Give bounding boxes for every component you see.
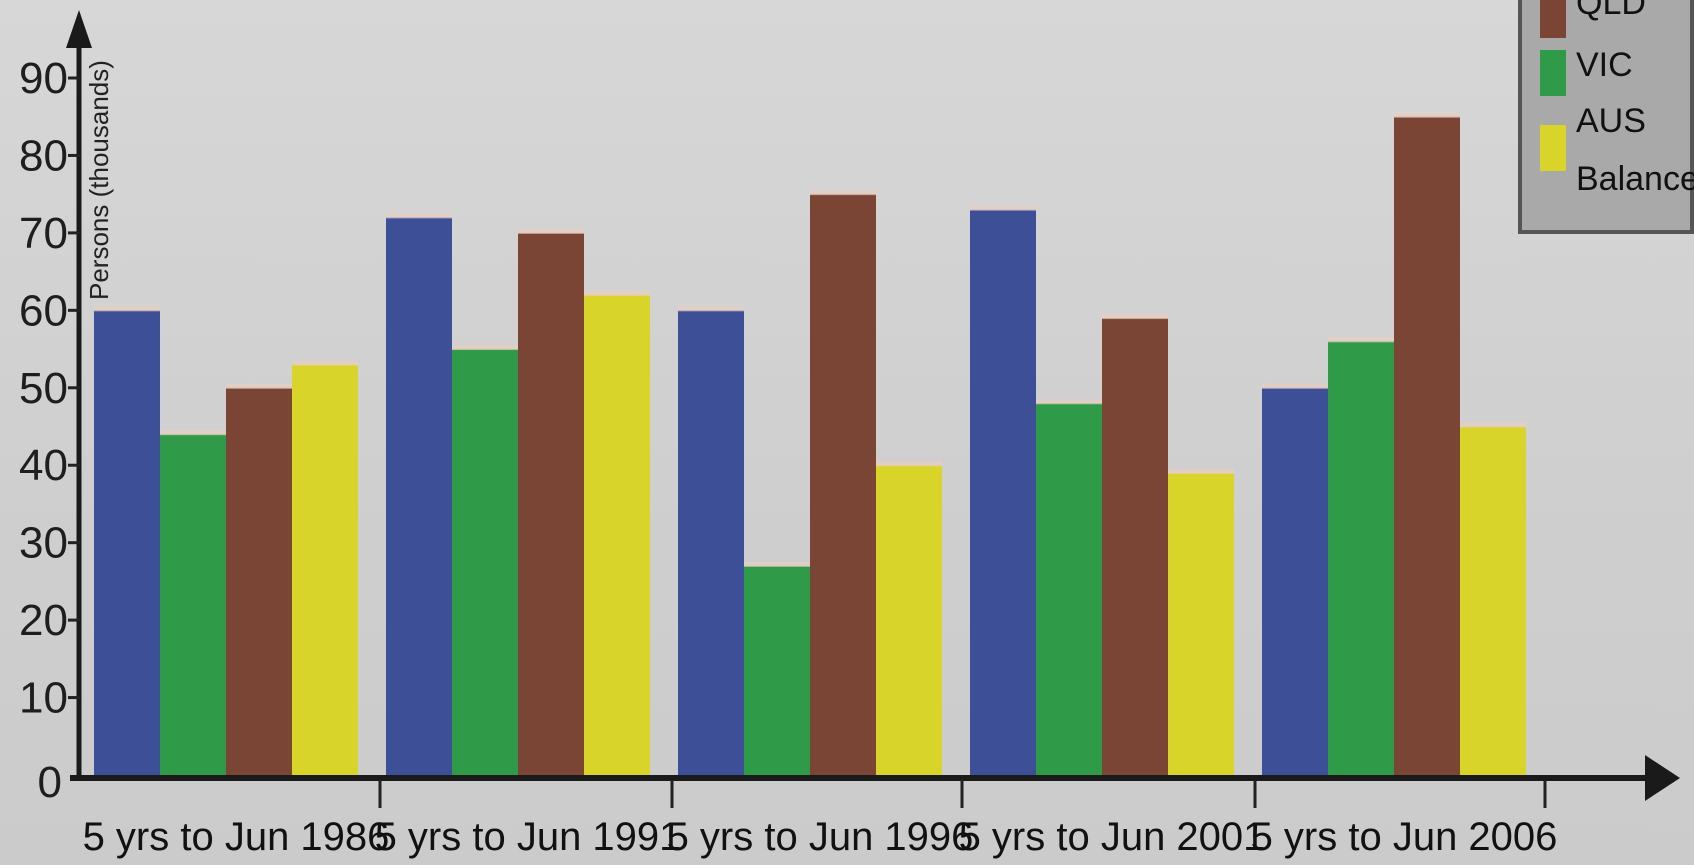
y-axis-label: Persons (thousands) (84, 60, 114, 300)
bar-nsw-5 (1262, 387, 1328, 775)
y-tick-label: 80 (19, 131, 68, 180)
legend: QLD VIC AUS Balance (1518, 0, 1694, 234)
x-tick-label: 5 yrs to Jun 1991 (375, 815, 682, 859)
bar-top-highlight (1102, 314, 1168, 320)
x-tick-label: 5 yrs to Jun 2001 (959, 815, 1266, 859)
bar-top-highlight (1036, 399, 1102, 405)
bar-qld-3 (810, 194, 876, 775)
y-tick-label: 90 (19, 54, 68, 103)
bar-aus-balance-2 (584, 294, 650, 775)
bar-top-highlight (386, 213, 452, 219)
y-tick-label: 0 (38, 758, 62, 807)
bar-qld-4 (1102, 318, 1168, 775)
y-tick-label: 70 (19, 209, 68, 258)
bar-qld-5 (1394, 116, 1460, 775)
legend-swatch (1540, 50, 1566, 96)
bar-vic-4 (1036, 403, 1102, 775)
legend-box (1518, 0, 1694, 234)
bar-qld-2 (518, 232, 584, 775)
bar-top-highlight (678, 306, 744, 312)
legend-label: Balance (1576, 160, 1694, 198)
bar-qld-1 (226, 387, 292, 775)
bar-top-highlight (292, 360, 358, 366)
bar-vic-2 (452, 349, 518, 775)
bar-top-highlight (1262, 383, 1328, 389)
y-tick-label: 20 (19, 596, 68, 645)
bar-top-highlight (744, 561, 810, 567)
bar-top-highlight (1394, 112, 1460, 118)
bar-top-highlight (94, 306, 160, 312)
y-axis-arrow-icon (66, 10, 92, 48)
x-axis-arrow-icon (1645, 755, 1680, 801)
bar-top-highlight (1460, 422, 1526, 428)
bar-aus-balance-1 (292, 364, 358, 775)
bar-nsw-2 (386, 217, 452, 775)
y-tick-label: 40 (19, 441, 68, 490)
bar-aus-balance-5 (1460, 426, 1526, 775)
y-axis-label-group: Persons (thousands) (84, 60, 114, 300)
bar-top-highlight (584, 290, 650, 296)
bar-top-highlight (970, 205, 1036, 211)
x-tick-label: 5 yrs to Jun 1986 (83, 815, 390, 859)
bar-aus-balance-4 (1168, 472, 1234, 775)
legend-label: QLD (1576, 0, 1646, 22)
bar-vic-5 (1328, 341, 1394, 775)
y-tick-label: 50 (19, 364, 68, 413)
bars-layer (94, 112, 1526, 776)
bar-nsw-4 (970, 209, 1036, 776)
bar-top-highlight (160, 430, 226, 436)
bar-top-highlight (452, 345, 518, 351)
bar-top-highlight (1168, 468, 1234, 474)
legend-swatch (1540, 125, 1566, 171)
legend-label: VIC (1576, 46, 1633, 84)
bar-top-highlight (518, 228, 584, 234)
bar-top-highlight (226, 383, 292, 389)
y-ticks-layer: 0 10 20 30 40 50 60 70 80 90 (19, 54, 80, 807)
x-tick-label: 5 yrs to Jun 2006 (1251, 815, 1558, 859)
bar-top-highlight (810, 190, 876, 196)
bar-vic-3 (744, 565, 810, 775)
legend-swatch (1540, 0, 1566, 38)
bar-top-highlight (876, 461, 942, 467)
bar-top-highlight (1328, 337, 1394, 343)
x-tick-label: 5 yrs to Jun 1996 (667, 815, 974, 859)
axes-layer (66, 10, 1680, 801)
y-tick-label: 60 (19, 286, 68, 335)
bar-aus-balance-3 (876, 465, 942, 775)
bar-nsw-1 (94, 310, 160, 775)
y-tick-label: 10 (19, 674, 68, 723)
legend-label: AUS (1576, 102, 1646, 140)
y-tick-label: 30 (19, 519, 68, 568)
bar-nsw-3 (678, 310, 744, 775)
bar-vic-1 (160, 434, 226, 775)
